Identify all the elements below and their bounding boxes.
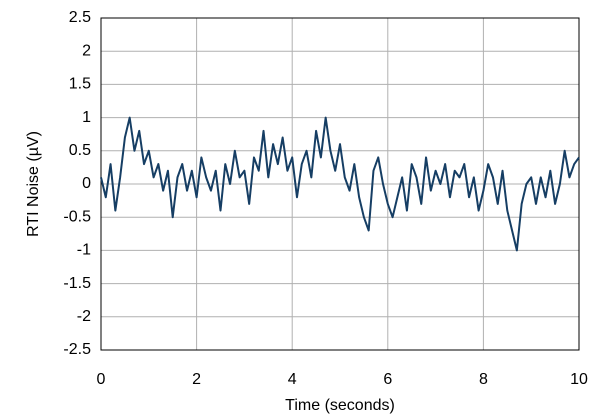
x-axis-label: Time (seconds) — [285, 397, 395, 414]
y-tick-label: 2 — [82, 42, 91, 59]
x-tick-label: 8 — [479, 371, 488, 388]
x-tick-label: 10 — [570, 371, 588, 388]
y-tick-label: -1 — [77, 242, 91, 259]
y-tick-label: -2 — [77, 308, 91, 325]
y-tick-label: 2.5 — [69, 9, 91, 26]
y-tick-label: 1 — [82, 109, 91, 126]
plot-border — [100, 17, 580, 351]
y-axis-label: RTI Noise (µV) — [25, 131, 42, 237]
y-tick-label: 0 — [82, 175, 91, 192]
data-line — [100, 116, 580, 252]
y-tick-label: -1.5 — [63, 275, 91, 292]
x-tick-label: 2 — [192, 371, 201, 388]
y-tick-label: 1.5 — [69, 76, 91, 93]
y-tick-label: -2.5 — [63, 341, 91, 358]
x-tick-label: 0 — [97, 371, 106, 388]
y-tick-label: 0.5 — [69, 142, 91, 159]
x-tick-label: 4 — [288, 371, 297, 388]
x-tick-label: 6 — [383, 371, 392, 388]
y-tick-label: -0.5 — [63, 208, 91, 225]
